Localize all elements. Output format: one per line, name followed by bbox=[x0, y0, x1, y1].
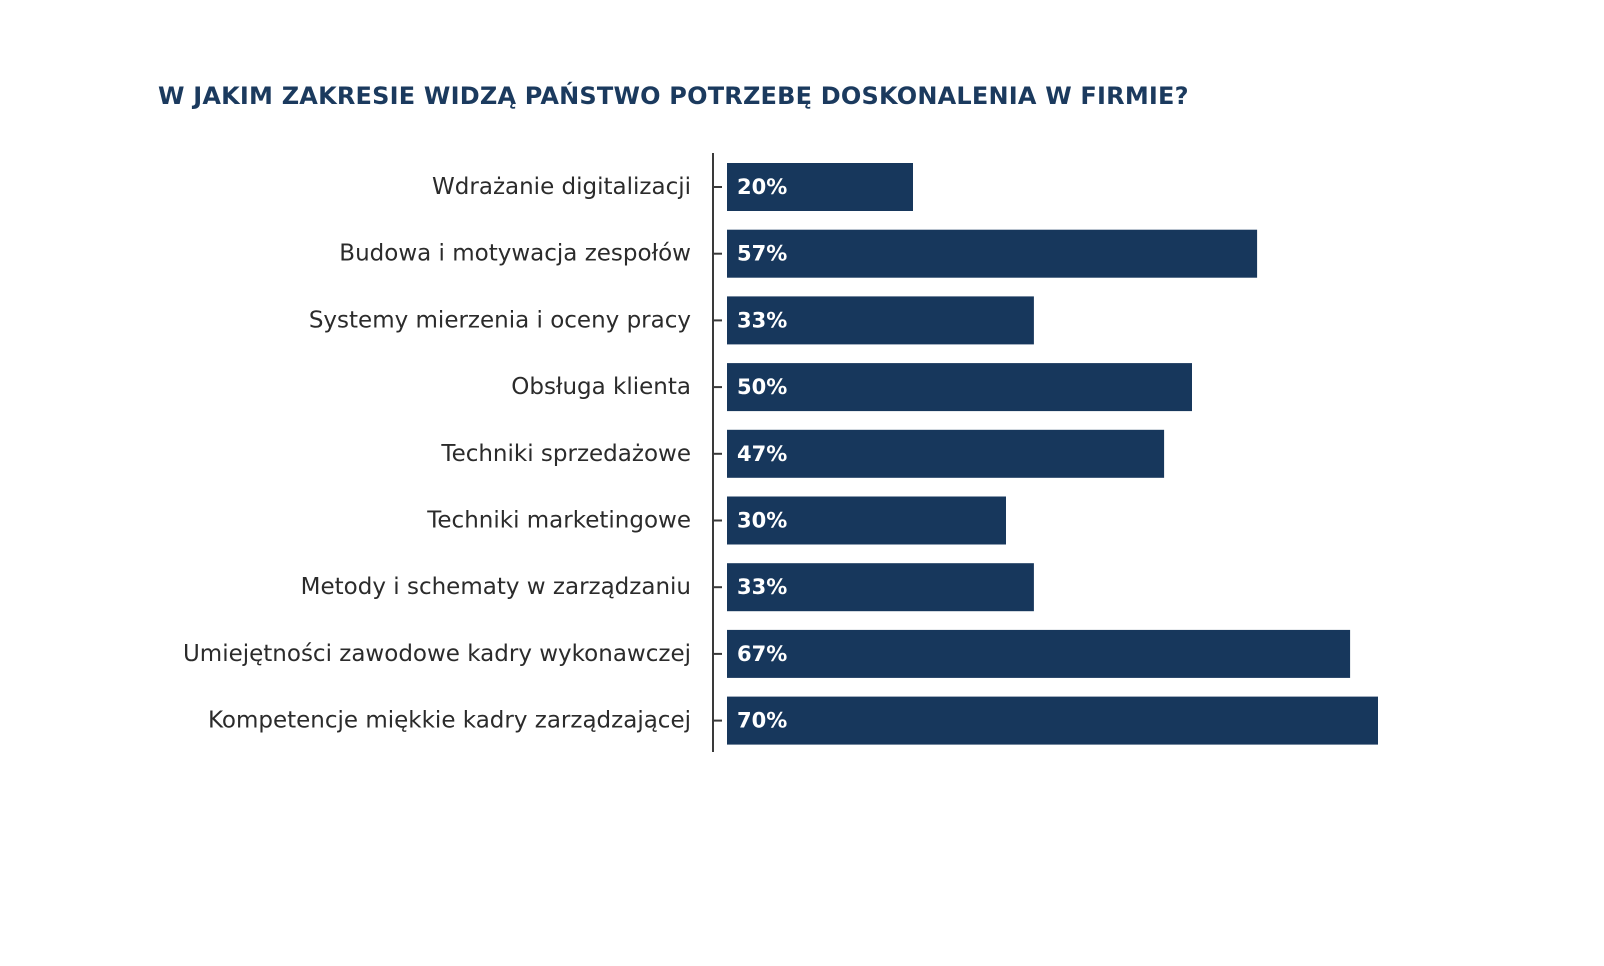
category-label: Budowa i motywacja zespołów bbox=[339, 241, 691, 267]
value-label: 20% bbox=[737, 175, 787, 199]
bar bbox=[727, 296, 1034, 345]
value-label: 33% bbox=[737, 308, 787, 332]
bar bbox=[727, 563, 1034, 612]
category-label: Umiejętności zawodowe kadry wykonawczej bbox=[183, 641, 691, 667]
bar bbox=[727, 229, 1258, 278]
bar bbox=[727, 496, 1006, 545]
category-label: Metody i schematy w zarządzaniu bbox=[301, 574, 691, 600]
value-label: 47% bbox=[737, 442, 787, 466]
category-label: Kompetencje miękkie kadry zarządzającej bbox=[208, 708, 691, 734]
bar bbox=[727, 363, 1192, 412]
bar bbox=[727, 429, 1165, 478]
category-label: Techniki sprzedażowe bbox=[440, 441, 691, 467]
category-label: Techniki marketingowe bbox=[426, 508, 691, 534]
value-label: 33% bbox=[737, 575, 787, 599]
value-label: 30% bbox=[737, 509, 787, 533]
chart-title: W JAKIM ZAKRESIE WIDZĄ PAŃSTWO POTRZEBĘ … bbox=[158, 82, 1189, 110]
bars-group: Wdrażanie digitalizacji 20% Budowa i motyw… bbox=[183, 163, 1378, 745]
bar bbox=[727, 696, 1378, 745]
value-label: 67% bbox=[737, 642, 787, 666]
value-label: 70% bbox=[737, 709, 787, 733]
category-label: Obsługa klienta bbox=[511, 374, 691, 400]
bar bbox=[727, 629, 1351, 678]
bar bbox=[727, 163, 913, 211]
category-label: Systemy mierzenia i oceny pracy bbox=[309, 307, 691, 333]
value-label: 57% bbox=[737, 242, 787, 266]
value-label: 50% bbox=[737, 375, 787, 399]
category-label: Wdrażanie digitalizacji bbox=[432, 174, 691, 200]
